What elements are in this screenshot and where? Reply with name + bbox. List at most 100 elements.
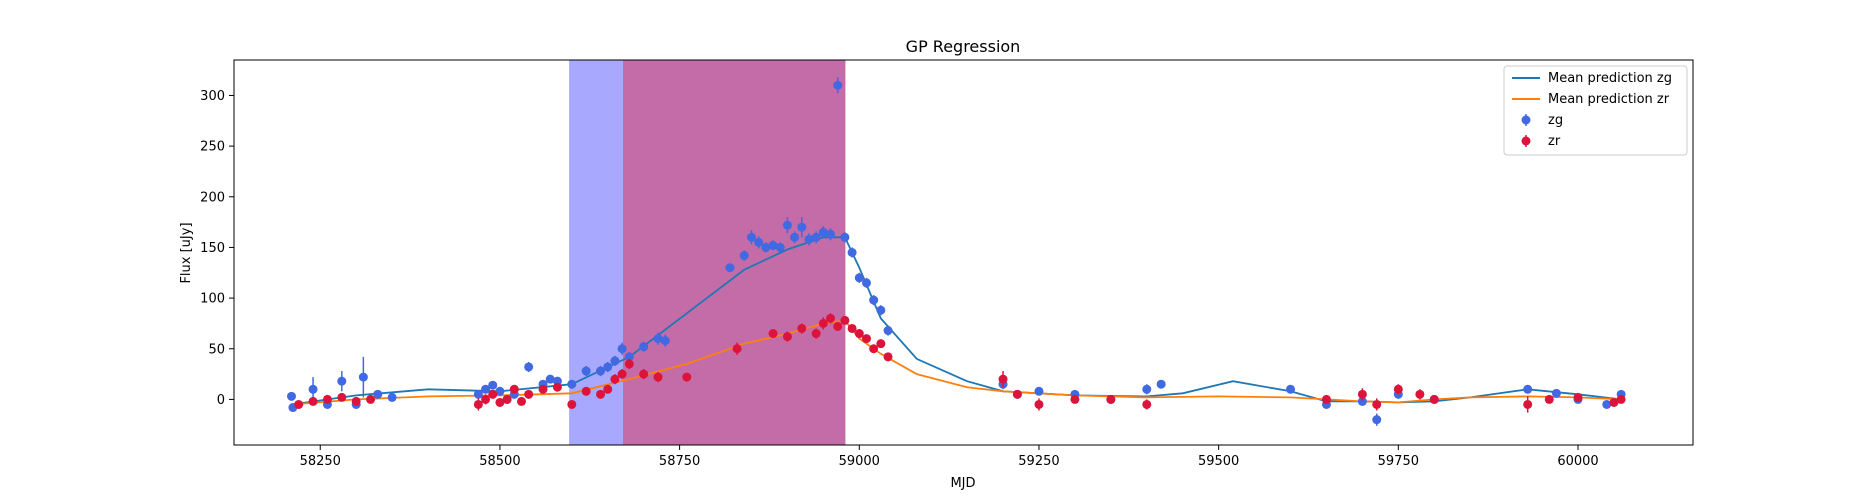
data-point-zg-60 xyxy=(1357,396,1367,406)
data-point-zr-20 xyxy=(610,374,620,384)
data-point-zg-48 xyxy=(869,295,879,305)
data-point-zg-7 xyxy=(373,389,383,399)
data-point-zg-58 xyxy=(1286,384,1296,394)
data-points xyxy=(286,77,1626,426)
data-point-zg-10 xyxy=(481,384,491,394)
x-tick-label-0: 58250 xyxy=(300,454,341,469)
data-point-zg-11 xyxy=(488,380,498,390)
y-axis-label: Flux [uJy] xyxy=(179,222,194,283)
data-point-zr-19 xyxy=(603,384,613,394)
y-tick-label-3: 150 xyxy=(200,241,225,256)
data-point-zg-9 xyxy=(473,389,483,399)
data-point-zr-43 xyxy=(1034,399,1044,409)
data-point-zg-28 xyxy=(660,336,670,346)
data-point-zr-17 xyxy=(581,386,591,396)
data-point-zr-41 xyxy=(998,374,1008,384)
data-point-zg-20 xyxy=(581,366,591,376)
data-point-zr-2 xyxy=(322,394,332,404)
data-point-zg-30 xyxy=(739,251,749,261)
data-point-zr-23 xyxy=(639,369,649,379)
data-point-zr-26 xyxy=(732,344,742,354)
data-point-zg-36 xyxy=(782,220,792,230)
data-point-zr-14 xyxy=(538,384,548,394)
y-tick-label-2: 100 xyxy=(200,292,225,307)
data-point-zg-33 xyxy=(761,242,771,252)
chart-title: GP Regression xyxy=(906,37,1021,56)
y-axis: 0 50 100 150 200 250 300 xyxy=(200,89,234,408)
data-point-zg-8 xyxy=(387,392,397,402)
legend: Mean prediction zg Mean prediction zr zg… xyxy=(1503,65,1688,156)
data-point-zg-0 xyxy=(286,391,296,401)
data-point-zg-25 xyxy=(624,352,634,362)
data-point-zr-42 xyxy=(1012,389,1022,399)
data-point-zg-64 xyxy=(1523,384,1533,394)
x-tick-label-4: 59250 xyxy=(1018,454,1059,469)
data-point-zg-21 xyxy=(596,366,606,376)
data-point-zg-50 xyxy=(883,326,893,336)
data-point-zr-30 xyxy=(811,329,821,339)
data-point-zr-44 xyxy=(1070,394,1080,404)
line-series-0 xyxy=(291,236,1622,406)
data-point-zg-34 xyxy=(768,240,778,250)
data-point-zg-24 xyxy=(617,344,627,354)
data-point-zg-32 xyxy=(754,237,764,247)
legend-swatch-zg-points xyxy=(1521,114,1531,126)
x-tick-label-5: 59500 xyxy=(1198,454,1239,469)
data-point-zr-27 xyxy=(768,329,778,339)
y-tick-label-6: 300 xyxy=(200,89,225,104)
data-point-zg-40 xyxy=(811,232,821,242)
prediction-lines xyxy=(291,236,1622,406)
data-point-zr-55 xyxy=(1573,392,1583,402)
data-point-zg-19 xyxy=(567,379,577,389)
data-point-zg-41 xyxy=(818,227,828,237)
data-point-zr-0 xyxy=(294,399,304,409)
data-point-zr-35 xyxy=(847,323,857,333)
data-point-zg-2 xyxy=(308,384,318,394)
data-point-zr-36 xyxy=(854,329,864,339)
data-point-zr-38 xyxy=(869,344,879,354)
data-point-zr-10 xyxy=(502,394,512,404)
y-tick-label-5: 250 xyxy=(200,140,225,155)
data-point-zr-51 xyxy=(1415,389,1425,399)
data-point-zr-54 xyxy=(1544,394,1554,404)
data-point-zr-29 xyxy=(797,323,807,333)
data-point-zg-46 xyxy=(854,273,864,283)
data-point-zg-42 xyxy=(826,229,836,239)
y-tick-label-1: 50 xyxy=(208,342,225,357)
data-point-zg-37 xyxy=(790,232,800,242)
legend-swatch-zr-points xyxy=(1521,135,1531,147)
y-tick-label-0: 0 xyxy=(217,393,225,408)
data-point-zr-18 xyxy=(596,389,606,399)
data-point-zr-5 xyxy=(366,394,376,404)
data-point-zg-61 xyxy=(1372,415,1382,425)
data-point-zr-28 xyxy=(782,332,792,342)
x-tick-label-7: 60000 xyxy=(1557,454,1598,469)
legend-label-zg-mean: Mean prediction zg xyxy=(1548,71,1672,86)
data-point-zr-4 xyxy=(351,396,361,406)
data-point-zg-17 xyxy=(545,374,555,384)
data-point-zr-16 xyxy=(567,399,577,409)
data-point-zr-45 xyxy=(1106,394,1116,404)
data-point-zr-15 xyxy=(552,382,562,392)
data-point-zr-11 xyxy=(509,384,519,394)
data-point-zr-34 xyxy=(840,315,850,325)
y-tick-label-4: 200 xyxy=(200,190,225,205)
data-point-zr-7 xyxy=(481,394,491,404)
data-point-zr-40 xyxy=(883,352,893,362)
legend-label-zr-mean: Mean prediction zr xyxy=(1548,92,1670,107)
data-point-zg-45 xyxy=(847,248,857,257)
data-point-zg-12 xyxy=(495,386,505,396)
data-point-zr-22 xyxy=(624,359,634,369)
data-point-zr-46 xyxy=(1142,399,1152,409)
data-point-zg-67 xyxy=(1602,399,1612,409)
data-point-zr-49 xyxy=(1372,399,1382,409)
x-tick-label-6: 59750 xyxy=(1378,454,1419,469)
data-point-zr-47 xyxy=(1321,394,1331,404)
data-point-zg-43 xyxy=(833,80,843,90)
data-point-zg-39 xyxy=(804,234,814,244)
data-point-zr-33 xyxy=(833,321,843,331)
data-point-zr-25 xyxy=(682,372,692,382)
data-point-zg-4 xyxy=(337,376,347,386)
data-point-zr-6 xyxy=(473,399,483,409)
